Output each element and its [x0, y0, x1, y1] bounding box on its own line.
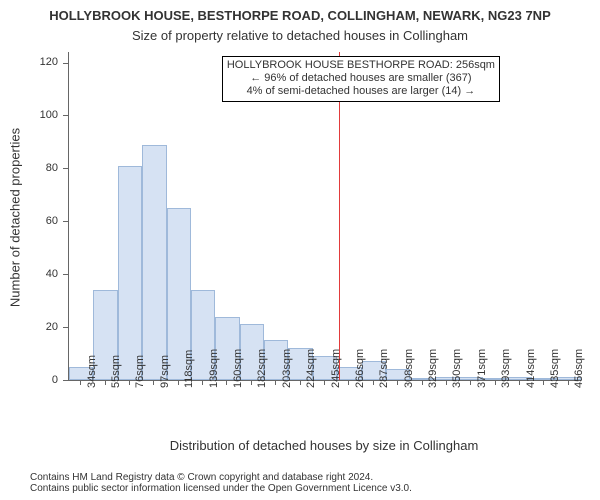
x-tick-mark: [422, 380, 423, 385]
y-tick-label: 120: [0, 56, 58, 68]
y-tick-label: 0: [0, 374, 58, 386]
x-tick-mark: [105, 380, 106, 385]
x-tick-label: 224sqm: [305, 349, 317, 388]
x-tick-label: 55sqm: [110, 355, 122, 388]
x-tick-mark: [202, 380, 203, 385]
y-tick-mark: [63, 380, 68, 381]
footer-line2: Contains public sector information licen…: [30, 483, 600, 494]
y-tick-mark: [63, 221, 68, 222]
x-tick-mark: [397, 380, 398, 385]
annotation-box: HOLLYBROOK HOUSE BESTHORPE ROAD: 256sqm←…: [222, 56, 500, 102]
x-tick-label: 118sqm: [183, 350, 195, 388]
x-tick-mark: [568, 380, 569, 385]
chart-title-subtitle: Size of property relative to detached ho…: [0, 28, 600, 43]
x-tick-mark: [324, 380, 325, 385]
histogram-bar: [118, 166, 142, 380]
y-tick-label: 20: [0, 321, 58, 333]
annotation-line: ← 96% of detached houses are smaller (36…: [227, 72, 495, 85]
y-tick-mark: [63, 274, 68, 275]
x-tick-mark: [300, 380, 301, 385]
y-tick-label: 100: [0, 109, 58, 121]
x-tick-label: 34sqm: [86, 355, 98, 388]
y-tick-label: 40: [0, 268, 58, 280]
x-tick-mark: [495, 380, 496, 385]
x-tick-label: 329sqm: [427, 349, 439, 388]
x-tick-label: 76sqm: [134, 355, 146, 388]
x-tick-label: 308sqm: [403, 349, 415, 388]
x-tick-label: 160sqm: [232, 349, 244, 388]
x-tick-label: 203sqm: [281, 349, 293, 388]
x-tick-mark: [519, 380, 520, 385]
x-tick-mark: [543, 380, 544, 385]
x-tick-mark: [348, 380, 349, 385]
y-tick-mark: [63, 63, 68, 64]
footer-credits: Contains HM Land Registry data © Crown c…: [0, 472, 600, 494]
footer-line1: Contains HM Land Registry data © Crown c…: [30, 472, 600, 483]
x-tick-mark: [275, 380, 276, 385]
x-tick-label: 182sqm: [256, 349, 268, 388]
x-tick-mark: [470, 380, 471, 385]
chart-container: HOLLYBROOK HOUSE, BESTHORPE ROAD, COLLIN…: [0, 0, 600, 500]
y-tick-label: 60: [0, 215, 58, 227]
x-tick-mark: [251, 380, 252, 385]
x-tick-label: 139sqm: [208, 349, 220, 388]
y-tick-mark: [63, 327, 68, 328]
annotation-line: 4% of semi-detached houses are larger (1…: [227, 85, 495, 98]
x-tick-mark: [373, 380, 374, 385]
histogram-bar: [142, 145, 166, 380]
x-tick-mark: [153, 380, 154, 385]
x-tick-mark: [226, 380, 227, 385]
x-tick-label: 393sqm: [500, 349, 512, 388]
x-tick-mark: [80, 380, 81, 385]
x-tick-label: 97sqm: [159, 355, 171, 388]
y-tick-mark: [63, 115, 68, 116]
x-tick-label: 287sqm: [378, 349, 390, 388]
y-tick-label: 80: [0, 162, 58, 174]
x-tick-mark: [129, 380, 130, 385]
x-tick-mark: [178, 380, 179, 385]
annotation-line: HOLLYBROOK HOUSE BESTHORPE ROAD: 256sqm: [227, 59, 495, 72]
x-tick-label: 371sqm: [476, 349, 488, 388]
x-tick-label: 350sqm: [451, 349, 463, 388]
chart-title-address: HOLLYBROOK HOUSE, BESTHORPE ROAD, COLLIN…: [0, 8, 600, 23]
x-tick-label: 266sqm: [354, 349, 366, 388]
plot-area: HOLLYBROOK HOUSE BESTHORPE ROAD: 256sqm←…: [68, 52, 581, 381]
x-tick-label: 456sqm: [573, 349, 585, 388]
x-tick-label: 414sqm: [525, 349, 537, 388]
x-tick-mark: [446, 380, 447, 385]
x-axis-label: Distribution of detached houses by size …: [68, 438, 580, 453]
y-tick-mark: [63, 168, 68, 169]
x-tick-label: 435sqm: [549, 349, 561, 388]
x-tick-label: 245sqm: [330, 349, 342, 388]
